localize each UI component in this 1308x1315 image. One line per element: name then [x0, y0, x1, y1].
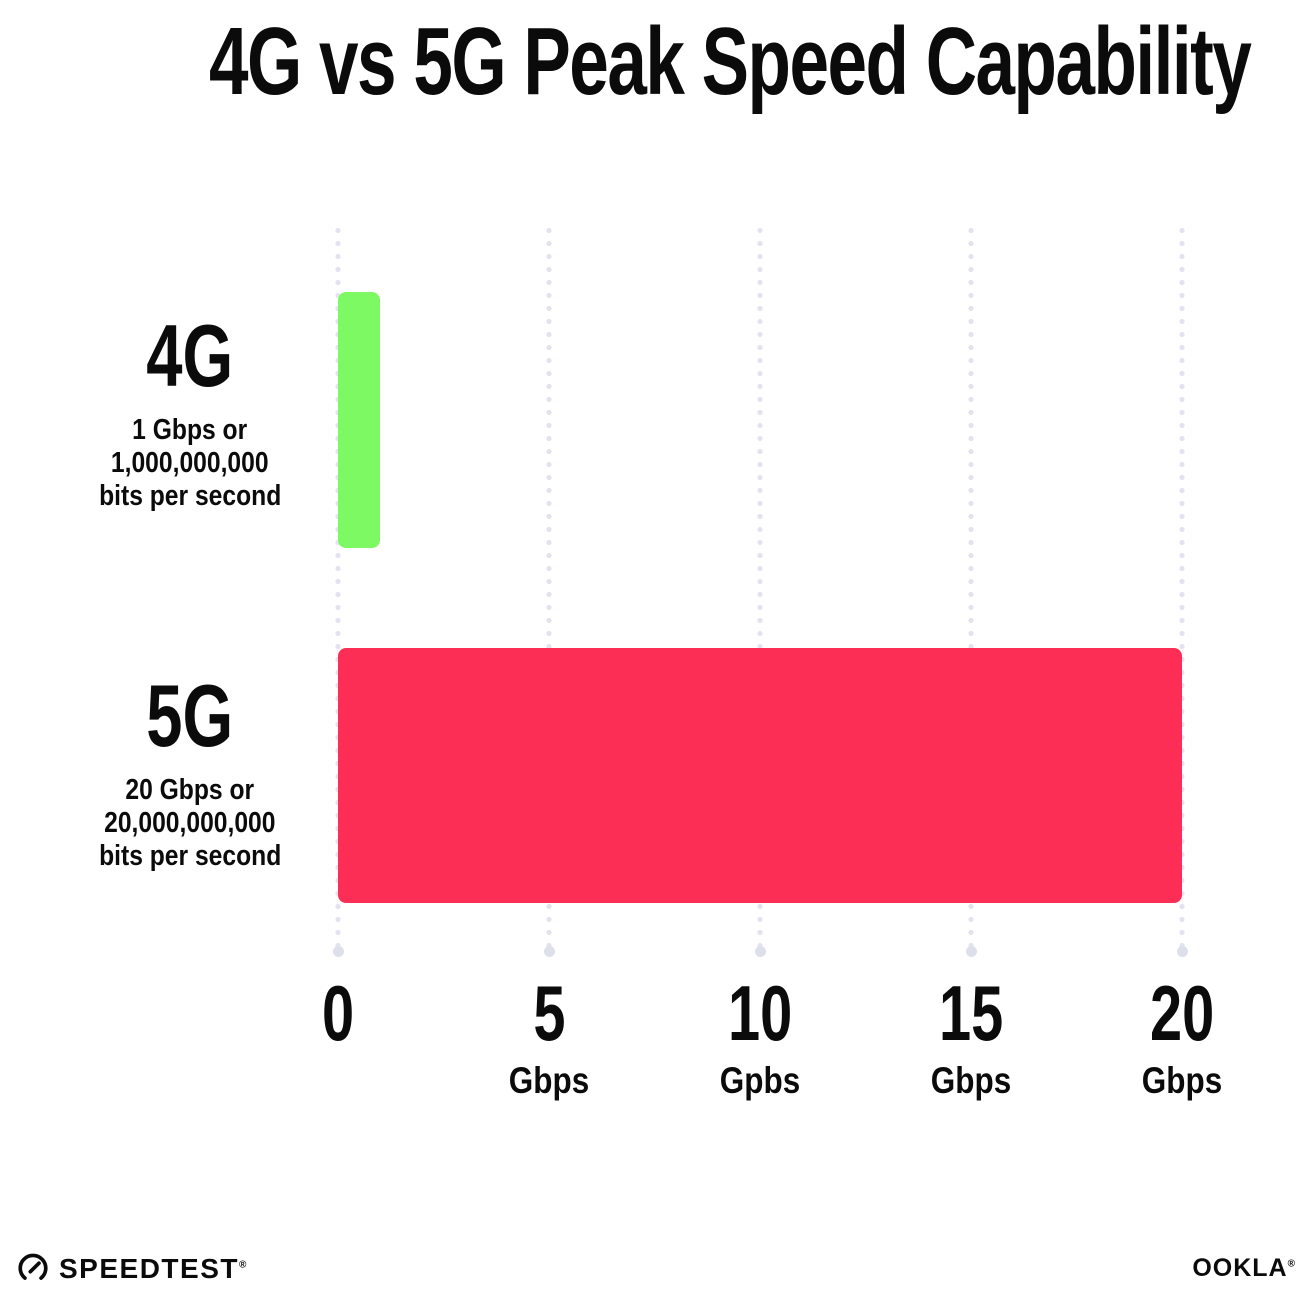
x-tick-5: 5 Gbps	[508, 969, 590, 1101]
category-label-4g: 4G 1 Gbps or 1,000,000,000 bits per seco…	[30, 312, 350, 513]
speedtest-wordmark: SPEEDTEST®	[59, 1253, 248, 1284]
x-tick-0: 0	[321, 969, 355, 1057]
gridline-20	[1176, 224, 1188, 957]
x-tick-15: 15 Gbps	[930, 969, 1012, 1101]
bar-5g	[338, 648, 1182, 903]
ookla-wordmark: OOKLA	[1192, 1254, 1288, 1282]
ookla-logo: OOKLA®	[1192, 1256, 1296, 1281]
bar-4g	[338, 292, 381, 548]
speedtest-logo: SPEEDTEST®	[16, 1252, 248, 1286]
chart-title-row: 4G vs 5G Peak Speed Capability	[0, 14, 1308, 110]
x-tick-20: 20 Gbps	[1141, 969, 1223, 1101]
gridline-5	[543, 224, 555, 957]
category-name-5g: 5G	[146, 666, 234, 765]
category-sublabel-4g: 1 Gbps or 1,000,000,000 bits per second	[98, 414, 282, 512]
category-name-4g: 4G	[146, 306, 234, 405]
speedtest-registered-mark: ®	[238, 1259, 248, 1271]
gridline-10	[754, 224, 766, 957]
gridline-0	[332, 224, 344, 957]
category-label-5g: 5G 20 Gbps or 20,000,000,000 bits per se…	[30, 672, 350, 873]
x-axis: 0 5 Gbps 10 Gpbs 15 Gbps 20 Gbps	[322, 969, 1222, 1104]
gridline-15	[965, 224, 977, 957]
ookla-registered-mark: ®	[1287, 1258, 1296, 1270]
x-tick-10: 10 Gpbs	[719, 969, 801, 1101]
chart-title: 4G vs 5G Peak Speed Capability	[208, 8, 1252, 115]
category-sublabel-5g: 20 Gbps or 20,000,000,000 bits per secon…	[98, 774, 282, 872]
speedtest-gauge-icon	[18, 1253, 48, 1280]
plot-area	[332, 224, 1188, 957]
